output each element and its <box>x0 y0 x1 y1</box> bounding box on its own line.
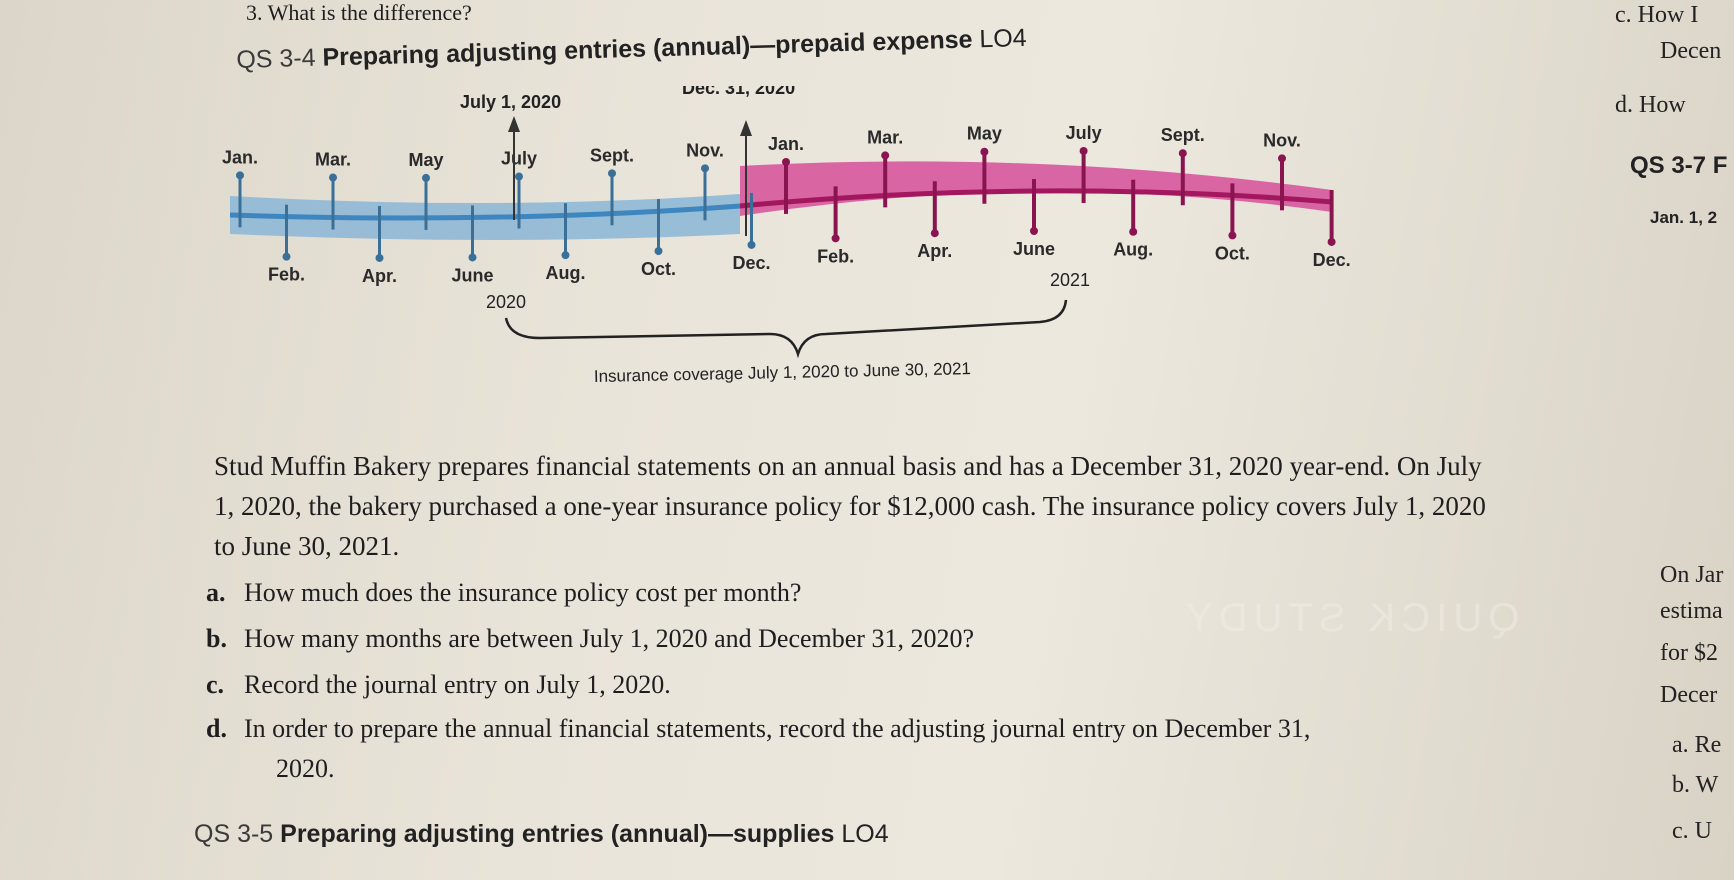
item-letter: d. <box>206 714 227 743</box>
month-dot <box>1178 149 1187 158</box>
july-1-2020-label: July 1, 2020 <box>460 92 561 112</box>
coverage-brace <box>504 299 1068 359</box>
qs35-number: QS 3-5 <box>194 820 274 848</box>
year-2020-label: 2020 <box>486 292 526 312</box>
month-label: Mar. <box>867 127 903 147</box>
dec-31-2020-label: Dec. 31, 2020 <box>682 86 795 98</box>
month-dot <box>1327 237 1336 246</box>
item-letter: c. <box>206 670 225 699</box>
qs34-lo: LO4 <box>978 23 1028 54</box>
month-label: Oct. <box>1215 243 1250 263</box>
year-2021-label: 2021 <box>1050 270 1090 290</box>
month-dot <box>236 171 244 180</box>
month-dot <box>422 173 430 182</box>
qs34-heading: QS 3-4 Preparing adjusting entries (annu… <box>236 24 1027 75</box>
month-label: June <box>451 265 493 285</box>
right-page-fragment: b. W <box>1672 772 1719 798</box>
right-page-fragment: QS 3-7 F <box>1630 152 1728 179</box>
coverage-caption: Insurance coverage July 1, 2020 to June … <box>594 359 971 386</box>
insurance-timeline-figure: Jan. Feb. Mar. Apr. May June July Aug. Sept. Oct.… <box>222 86 1351 386</box>
month-dot <box>654 247 663 256</box>
month-label: Aug. <box>1113 240 1153 260</box>
right-page-fragment: On Jar <box>1660 562 1724 588</box>
month-label: Sept. <box>590 145 634 165</box>
problem-item: d. In order to prepare the annual financi… <box>206 714 1310 744</box>
right-page-fragment: for $2 <box>1660 640 1718 666</box>
qs35-title: Preparing adjusting entries (annual)—sup… <box>280 820 835 848</box>
month-label: Apr. <box>917 241 952 261</box>
right-page-fragment: Decen <box>1660 38 1722 64</box>
previous-question: 3. What is the difference? <box>246 0 472 25</box>
right-page-fragment: estima <box>1660 598 1723 624</box>
month-dot <box>608 169 616 178</box>
right-page-fragment: c. U <box>1672 818 1712 844</box>
month-label: Aug. <box>546 263 586 283</box>
item-letter: b. <box>206 624 227 653</box>
month-dot <box>1079 147 1088 156</box>
right-page-fragment: c. How I <box>1615 2 1699 28</box>
problem-item: a. How much does the insurance policy cos… <box>206 578 801 608</box>
qs35-heading: QS 3-5 Preparing adjusting entries (annu… <box>194 820 889 849</box>
line-2021 <box>739 188 1333 209</box>
qs34-number: QS 3-4 <box>236 43 316 74</box>
qs34-title: Preparing adjusting entries (annual)—pre… <box>322 25 973 72</box>
july-arrowhead <box>508 116 520 132</box>
month-label: Feb. <box>817 246 854 266</box>
month-label: Nov. <box>686 140 724 160</box>
qs35-lo: LO4 <box>841 820 889 848</box>
item-text: Record the journal entry on July 1, 2020… <box>244 670 671 699</box>
item-text: 2020. <box>276 754 335 783</box>
month-dot <box>515 172 523 181</box>
right-page-fragment: a. Re <box>1672 732 1722 758</box>
month-dot <box>468 253 477 262</box>
month-dot <box>1228 231 1237 240</box>
month-label: July <box>501 149 537 169</box>
problem-item: 2020. <box>238 754 335 784</box>
month-dot <box>930 229 939 238</box>
month-label: Jan. <box>768 134 804 154</box>
month-label: May <box>408 150 443 170</box>
month-dot <box>831 234 840 243</box>
month-dot <box>1030 227 1038 236</box>
problem-item: b. How many months are between July 1, 20… <box>206 624 974 654</box>
month-label: Nov. <box>1263 130 1301 150</box>
month-label: Jan. <box>222 147 258 167</box>
month-dot <box>375 253 384 262</box>
problem-text: Stud Muffin Bakery prepares financial st… <box>214 451 1486 561</box>
month-dot <box>782 157 790 166</box>
problem-paragraph: Stud Muffin Bakery prepares financial st… <box>214 446 1504 566</box>
month-label: Oct. <box>641 259 676 279</box>
month-label: Feb. <box>268 265 305 285</box>
problem-item: c. Record the journal entry on July 1, 20… <box>206 670 671 700</box>
line-2020 <box>229 203 741 221</box>
month-dot <box>1278 154 1286 163</box>
item-letter: a. <box>206 578 226 607</box>
right-page-fragment: d. How <box>1615 92 1686 118</box>
month-label: Sept. <box>1161 125 1205 145</box>
item-text: How many months are between July 1, 2020… <box>244 624 974 653</box>
month-dot <box>1129 227 1138 236</box>
month-dot <box>881 151 890 160</box>
month-dot <box>329 173 337 182</box>
month-dot <box>282 252 291 261</box>
item-text: In order to prepare the annual financial… <box>244 714 1311 743</box>
month-label: June <box>1013 239 1055 259</box>
month-label: May <box>967 124 1002 144</box>
right-page-fragment: Decer <box>1660 682 1718 708</box>
month-label: Mar. <box>315 150 351 170</box>
item-text: How much does the insurance policy cost … <box>244 578 802 607</box>
month-label: Apr. <box>362 266 397 286</box>
dec-arrowhead <box>740 120 752 136</box>
month-label: Dec. <box>732 253 770 273</box>
month-dot <box>701 164 709 173</box>
month-dot <box>747 240 756 249</box>
right-page-fragment: Jan. 1, 2 <box>1650 208 1718 227</box>
month-label: Dec. <box>1313 250 1351 270</box>
month-label: July <box>1066 123 1102 143</box>
month-dot <box>561 251 570 260</box>
ghost-show-through-text: QUICK STUDY <box>1180 596 1520 640</box>
month-dot <box>980 147 989 156</box>
